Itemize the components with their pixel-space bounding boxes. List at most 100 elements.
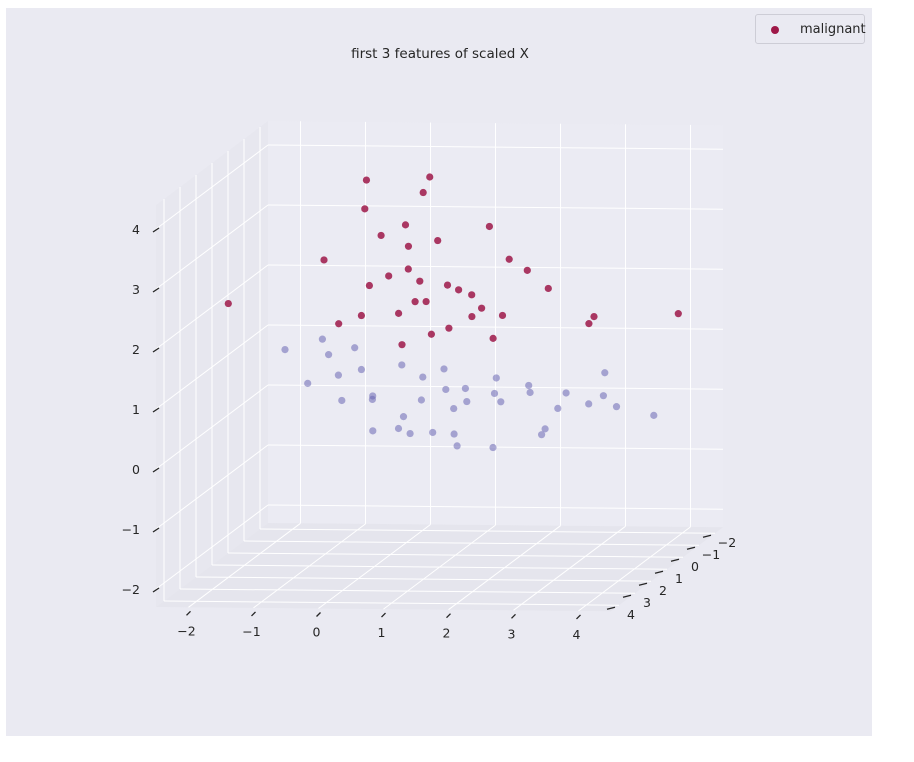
z-tick-mark: [152, 347, 160, 353]
grid-line-y-floor: [211, 564, 668, 570]
y-tick-mark: [622, 594, 632, 598]
y-tick-label: 2: [659, 583, 667, 598]
z-tick-label: 4: [132, 222, 140, 237]
malignant-point: [422, 297, 430, 306]
malignant-point: [419, 188, 427, 197]
malignant-point: [320, 256, 328, 264]
x-tick-mark: [186, 610, 191, 616]
benign-point: [541, 425, 549, 433]
legend: malignant: [755, 14, 866, 44]
y-tick-label: 1: [675, 571, 683, 586]
grid-line-x-floor: [448, 525, 561, 611]
y-tick-label: 3: [643, 595, 651, 610]
y-tick-label: 4: [627, 607, 635, 622]
x-tick-mark: [576, 614, 581, 620]
grid-line-z-side: [155, 204, 269, 290]
benign-point: [398, 361, 406, 369]
data-points: [224, 173, 682, 452]
z-tick-mark: [152, 227, 160, 233]
x-tick-mark: [316, 612, 321, 617]
x-tick-label: −1: [242, 624, 260, 639]
malignant-point: [404, 242, 413, 250]
grid-line-y-floor: [179, 588, 636, 594]
malignant-point: [505, 255, 513, 263]
grid-line-x-floor: [513, 525, 626, 611]
benign-point: [281, 346, 289, 354]
malignant-point: [426, 173, 434, 181]
malignant-point: [365, 281, 373, 290]
benign-point: [612, 403, 621, 411]
x-tick-label: −2: [177, 623, 195, 638]
malignant-point: [585, 320, 593, 328]
benign-point: [442, 385, 450, 394]
benign-point: [394, 424, 403, 433]
z-tick-mark: [152, 467, 160, 473]
malignant-point: [468, 312, 476, 321]
benign-point: [357, 365, 365, 374]
benign-point: [538, 431, 546, 439]
z-tick-label: 2: [132, 342, 140, 357]
benign-point: [304, 379, 312, 387]
y-tick-label: −1: [702, 547, 720, 562]
x-tick-label: 4: [573, 627, 581, 642]
malignant-point: [427, 330, 435, 338]
benign-point: [399, 413, 408, 421]
benign-point: [369, 427, 377, 435]
malignant-point: [468, 291, 476, 299]
malignant-point: [489, 334, 497, 342]
x-tick-label: 3: [508, 626, 516, 641]
y-tick-label: −2: [718, 535, 736, 550]
z-tick-label: 3: [132, 282, 140, 297]
benign-point: [650, 411, 658, 419]
malignant-point: [357, 311, 365, 320]
benign-point: [406, 429, 414, 438]
y-tick-mark: [686, 546, 696, 550]
grid-line-z-back: [267, 144, 724, 150]
benign-point: [325, 351, 333, 359]
malignant-point: [224, 299, 232, 308]
malignant-point: [445, 324, 453, 332]
x-tick-mark: [381, 612, 386, 618]
malignant-point: [434, 236, 442, 245]
axis-panes: [156, 121, 723, 612]
benign-point: [351, 344, 359, 352]
malignant-point: [523, 266, 531, 274]
malignant-point: [377, 231, 385, 240]
malignant-point: [395, 309, 403, 317]
y-tick-mark: [654, 570, 664, 574]
legend-label-malignant: malignant: [800, 22, 866, 37]
benign-point: [450, 404, 458, 413]
x-tick-label: 0: [313, 625, 321, 640]
malignant-point: [544, 284, 552, 293]
x-tick-label: 1: [378, 625, 386, 640]
benign-point: [497, 398, 505, 406]
benign-point: [368, 395, 376, 403]
malignant-point: [478, 304, 486, 312]
x-tick-mark: [446, 613, 451, 619]
benign-point: [525, 381, 533, 390]
benign-point: [554, 404, 562, 412]
z-tick-mark: [152, 407, 160, 413]
malignant-point: [398, 341, 406, 349]
malignant-point: [404, 265, 412, 273]
grid-line-y-floor: [163, 600, 620, 606]
grid-line-z-back: [267, 264, 724, 270]
malignant-point: [361, 205, 369, 213]
benign-point: [461, 384, 469, 393]
malignant-point: [443, 281, 452, 289]
y-tick-mark: [702, 534, 712, 538]
malignant-point: [590, 313, 598, 321]
malignant-point: [401, 221, 410, 229]
grid-line-z-back: [267, 204, 724, 210]
x-tick-mark: [511, 613, 516, 619]
malignant-point: [485, 222, 493, 231]
benign-point: [318, 335, 326, 343]
malignant-point: [362, 176, 371, 184]
malignant-point: [416, 277, 424, 285]
grid-line-x-floor: [578, 526, 691, 612]
legend-marker-malignant: [771, 26, 779, 34]
grid-line-z-back: [267, 324, 724, 330]
benign-point: [429, 428, 437, 437]
benign-point: [338, 396, 346, 405]
